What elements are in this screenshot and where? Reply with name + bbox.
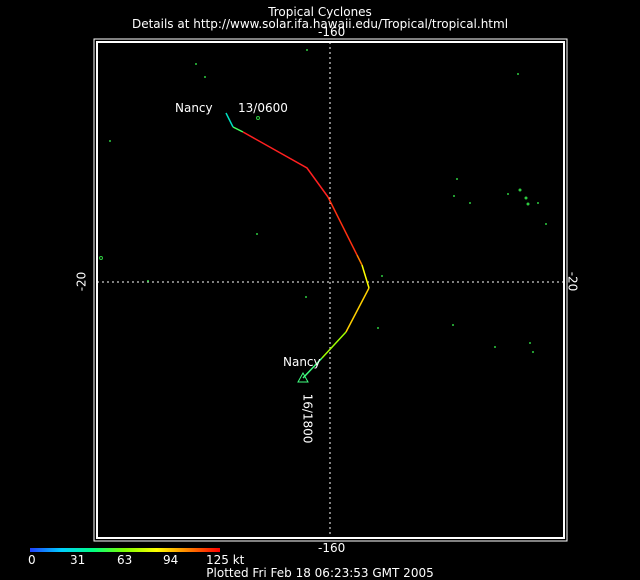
- colorbar-tick-94: 94: [163, 553, 179, 567]
- storm-time-end: 16/1800: [300, 393, 315, 444]
- lon-label-top: -160: [318, 25, 346, 39]
- storm-time-start: 13/0600: [238, 101, 288, 115]
- plotted-timestamp: Plotted Fri Feb 18 06:23:53 GMT 2005: [206, 566, 434, 580]
- storm-end-marker: [297, 371, 309, 383]
- land-specks: [99, 49, 547, 353]
- colorbar-tick-125: 125 kt: [206, 553, 245, 567]
- colorbar-tick-0: 0: [28, 553, 36, 567]
- colorbar-tick-63: 63: [117, 553, 133, 567]
- storm-name-start: Nancy: [175, 101, 213, 115]
- colorbar-tick-31: 31: [70, 553, 86, 567]
- lat-label-left: -20: [74, 271, 89, 292]
- intensity-colorbar: [30, 548, 220, 552]
- lon-label-bottom: -160: [318, 541, 346, 555]
- storm-track: [225, 112, 370, 379]
- map-title: Tropical Cyclones: [268, 5, 372, 19]
- map-subtitle: Details at http://www.solar.ifa.hawaii.e…: [131, 17, 509, 31]
- lat-label-right: -20: [565, 271, 580, 292]
- storm-name-end: Nancy: [283, 355, 321, 369]
- map-outer-frame: [93, 38, 568, 542]
